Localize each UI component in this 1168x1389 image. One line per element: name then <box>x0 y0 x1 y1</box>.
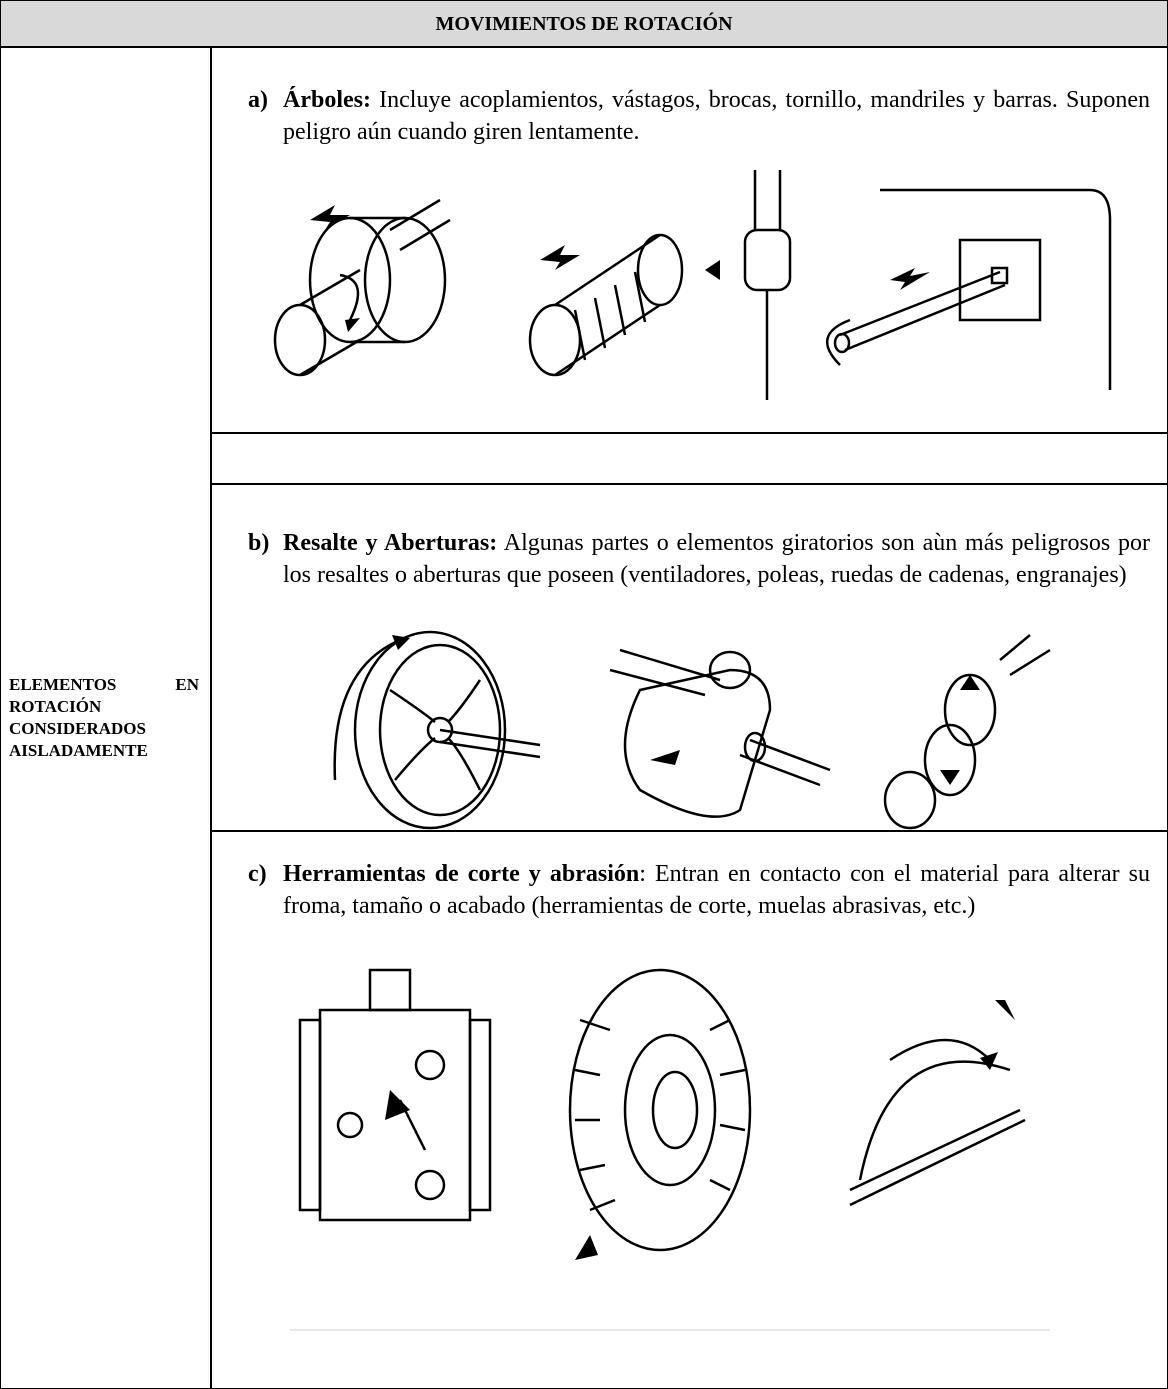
row-label: ELEMENTOS EN ROTACIÓN CONSIDERADOS AISLA… <box>9 674 199 760</box>
marker: c) <box>248 861 267 887</box>
description: Incluye acoplamientos, vástagos, brocas,… <box>283 87 1151 145</box>
marker: a) <box>248 87 268 113</box>
item-b: b) Resalte y Aberturas: Algunas partes o … <box>248 527 1150 591</box>
illustration-shafts <box>273 170 1112 400</box>
table-header: MOVIMIENTOS DE ROTACIÓN <box>0 0 1168 48</box>
description: : Entran en contacto con el material par… <box>283 861 1151 919</box>
illustration-wheels <box>333 630 1051 830</box>
term: Resalte y Aberturas: <box>283 530 498 556</box>
row-label-cell: ELEMENTOS EN ROTACIÓN CONSIDERADOS AISLA… <box>0 46 212 1389</box>
item-c: c) Herramientas de corte y abrasión: Entr… <box>248 858 1150 922</box>
cell-empty <box>210 432 1168 485</box>
item-a: a) Árboles: Incluye acoplamientos, vástag… <box>248 84 1150 148</box>
marker: b) <box>248 530 270 556</box>
term: Árboles: <box>283 87 371 113</box>
description: Algunas partes o elementos giratorios so… <box>283 530 1150 588</box>
term: Herramientas de corte y abrasión <box>283 861 640 887</box>
illustration-cutters <box>290 968 1050 1331</box>
